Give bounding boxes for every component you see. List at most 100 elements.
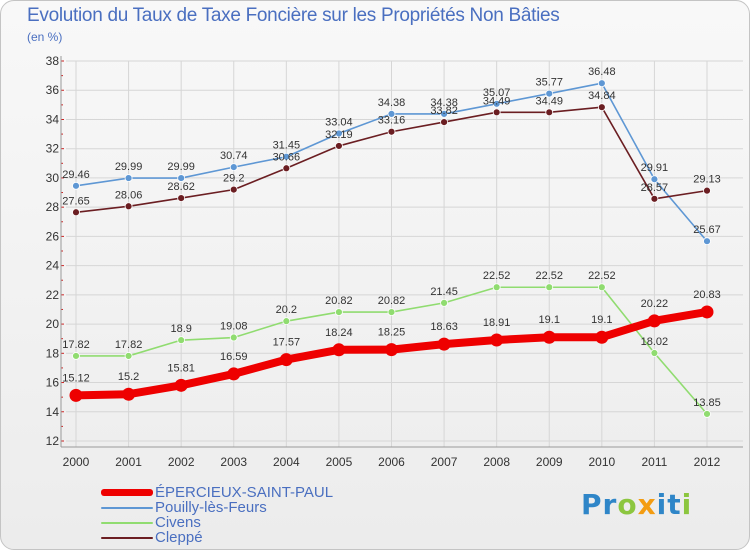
data-label: 34.84 (588, 90, 616, 102)
data-point (72, 181, 80, 190)
data-point (647, 314, 661, 328)
data-point (440, 110, 448, 118)
data-point (229, 333, 238, 342)
data-point (72, 208, 80, 217)
data-point (69, 388, 83, 402)
data-point (387, 308, 396, 316)
data-point (279, 353, 293, 367)
data-label: 15.12 (62, 372, 90, 384)
data-point (335, 142, 343, 150)
y-tick-label: 22 (46, 288, 60, 302)
data-label: 19.08 (220, 321, 248, 333)
data-label: 15.81 (167, 362, 195, 374)
chart-title: Evolution du Taux de Taxe Foncière sur l… (27, 5, 560, 26)
data-label: 20.2 (276, 304, 297, 316)
data-point (545, 283, 554, 292)
legend-label: Civens (155, 514, 201, 531)
data-label: 34.38 (378, 97, 406, 109)
data-label: 18.63 (430, 321, 458, 333)
data-point (597, 283, 606, 292)
data-label-layer: 29.46 29.99 29.99 30.74 31.45 33.04 34.38 34.38… (62, 66, 721, 409)
data-label: 28.57 (641, 182, 669, 194)
y-tick-label: 14 (46, 405, 60, 419)
proxiti-logo: Proxiti (581, 488, 692, 521)
y-tick-label: 36 (46, 83, 60, 97)
y-tick-label: 30 (46, 171, 60, 185)
data-label: 30.74 (220, 150, 248, 162)
data-point (229, 163, 238, 172)
data-label: 22.52 (535, 270, 563, 282)
data-point (545, 89, 554, 98)
x-tick-label: 2006 (378, 455, 405, 469)
data-label: 18.24 (325, 327, 353, 339)
data-point (595, 330, 609, 344)
data-label: 20.22 (641, 298, 669, 310)
data-point (700, 305, 714, 319)
data-label: 13.85 (693, 397, 721, 409)
data-point (282, 317, 291, 326)
data-label: 28.06 (115, 189, 143, 201)
series-pouilly-les-feurs (72, 79, 711, 246)
logo-letter: P (581, 488, 603, 521)
x-tick-label: 2012 (694, 455, 721, 469)
y-tick-label: 28 (46, 200, 60, 214)
data-point (177, 194, 186, 202)
data-label: 27.65 (62, 195, 90, 207)
data-label: 35.07 (483, 87, 511, 99)
data-label: 33.82 (430, 105, 458, 117)
data-label: 19.1 (539, 314, 560, 326)
data-point (545, 108, 554, 117)
data-point (282, 164, 291, 173)
data-point (387, 127, 396, 136)
y-tick-label: 34 (46, 112, 60, 126)
legend-swatch (101, 522, 153, 524)
x-tick-label: 2000 (63, 455, 90, 469)
series-epercieux-saint-paul (69, 305, 714, 402)
data-label: 29.13 (693, 174, 721, 186)
data-point (335, 129, 343, 138)
data-point (492, 283, 501, 292)
y-tick-label: 38 (46, 54, 60, 68)
data-label: 22.52 (483, 270, 511, 282)
y-tick-label: 16 (46, 376, 60, 390)
data-point (227, 367, 241, 381)
data-label: 20.82 (325, 295, 353, 307)
data-point (490, 333, 504, 347)
data-label: 29.99 (167, 161, 195, 173)
data-label: 18.02 (641, 336, 669, 348)
x-tick-label: 2008 (483, 455, 510, 469)
data-point (437, 337, 451, 351)
data-label: 29.99 (115, 161, 143, 173)
data-label: 29.2 (223, 173, 244, 185)
data-point (229, 185, 238, 194)
x-tick-label: 2010 (588, 455, 615, 469)
data-label: 36.48 (588, 66, 616, 78)
y-tick-label: 12 (46, 434, 60, 448)
y-tick-label: 26 (46, 229, 60, 243)
data-point (124, 352, 133, 360)
data-point (177, 336, 186, 345)
y-tick-label: 32 (46, 142, 60, 156)
data-label: 34.49 (535, 95, 563, 107)
series-cleppe (72, 103, 711, 217)
data-point (650, 175, 659, 184)
data-point (174, 378, 188, 392)
axis-layer: 12 14 16 18 20 22 24 26 28 30 32 34 36 38 2000 2001 2002… (46, 54, 743, 469)
x-tick-label: 2001 (115, 455, 142, 469)
data-point (650, 194, 659, 203)
x-tick-label: 2003 (220, 455, 247, 469)
data-point (122, 387, 136, 401)
logo-letter: o (617, 488, 638, 521)
data-label: 33.04 (325, 116, 353, 128)
data-label: 18.9 (170, 323, 191, 335)
data-point (703, 410, 711, 418)
data-point (703, 186, 711, 195)
legend-label: ÉPERCIEUX-SAINT-PAUL (155, 484, 334, 501)
y-tick-label: 20 (46, 317, 60, 331)
data-label: 16.59 (220, 351, 248, 363)
data-label: 18.91 (483, 317, 511, 329)
data-label: 30.66 (273, 151, 301, 163)
data-label: 17.82 (62, 339, 90, 351)
data-label: 20.83 (693, 289, 721, 301)
data-point (385, 343, 398, 357)
